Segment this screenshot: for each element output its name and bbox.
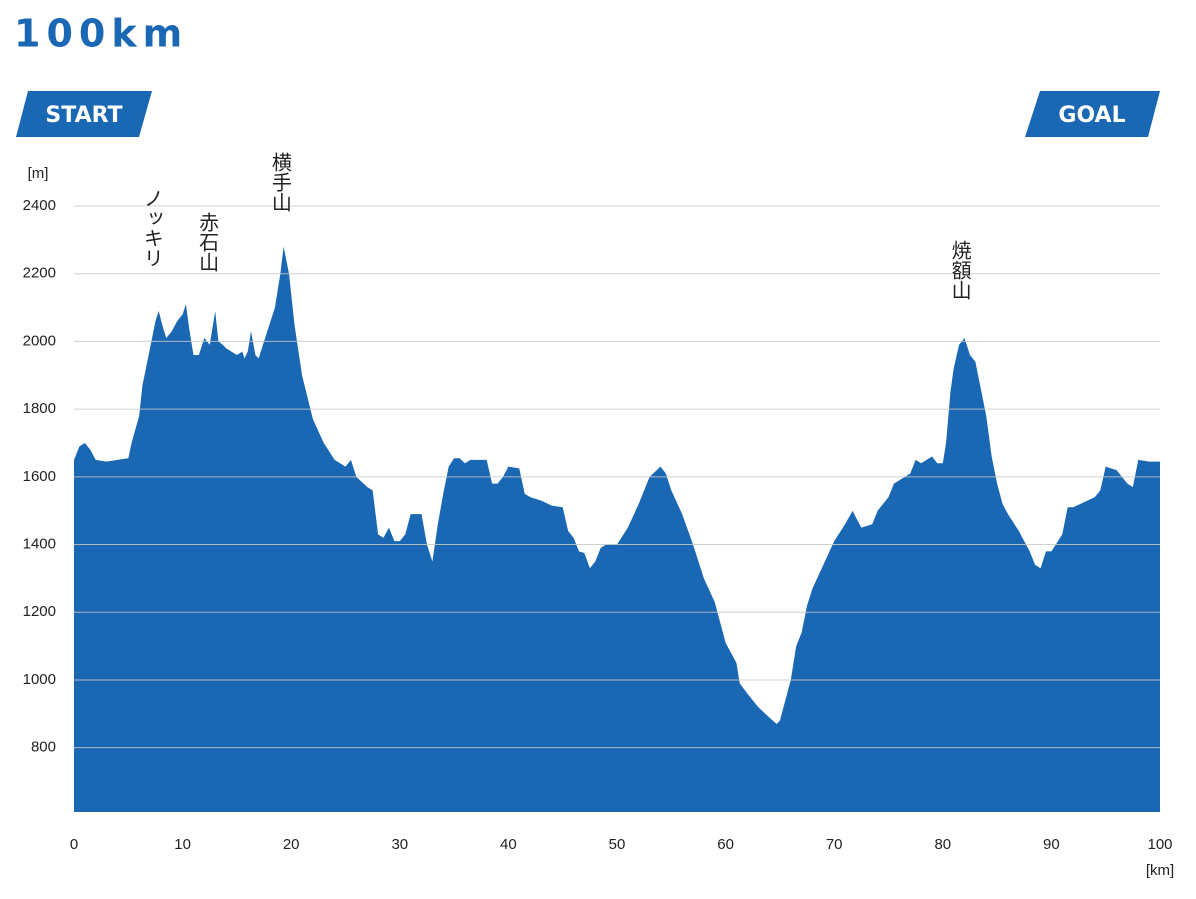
x-tick-label: 60 xyxy=(717,836,734,853)
x-tick-label: 100 xyxy=(1147,836,1172,853)
start-banner xyxy=(16,91,152,137)
y-tick-label: 2000 xyxy=(23,332,56,349)
chart-title: 100km xyxy=(14,12,188,56)
x-tick-label: 0 xyxy=(70,836,78,853)
peak-label: 赤石山 xyxy=(196,212,220,272)
elevation-area xyxy=(74,246,1160,812)
y-tick-label: 1000 xyxy=(23,671,56,688)
start-label: START xyxy=(45,103,122,128)
x-unit: [km] xyxy=(1146,862,1174,879)
y-tick-label: 1400 xyxy=(23,536,56,553)
x-tick-label: 10 xyxy=(174,836,191,853)
x-tick-label: 70 xyxy=(826,836,843,853)
y-tick-label: 2200 xyxy=(23,265,56,282)
y-tick-label: 1800 xyxy=(23,400,56,417)
x-tick-label: 50 xyxy=(609,836,626,853)
x-tick-label: 80 xyxy=(934,836,951,853)
y-tick-label: 1600 xyxy=(23,468,56,485)
y-unit: [m] xyxy=(28,165,49,182)
x-tick-label: 20 xyxy=(283,836,300,853)
y-tick-label: 1200 xyxy=(23,603,56,620)
x-tick-label: 30 xyxy=(391,836,408,853)
peak-label: ノッキリ xyxy=(140,188,164,268)
goal-banner xyxy=(1025,91,1160,137)
goal-label: GOAL xyxy=(1058,103,1125,128)
x-tick-label: 90 xyxy=(1043,836,1060,853)
x-tick-label: 40 xyxy=(500,836,517,853)
peak-label: 横手山 xyxy=(268,152,292,212)
y-tick-label: 2400 xyxy=(23,197,56,214)
y-tick-label: 800 xyxy=(31,739,56,756)
peak-label: 焼額山 xyxy=(948,240,972,300)
